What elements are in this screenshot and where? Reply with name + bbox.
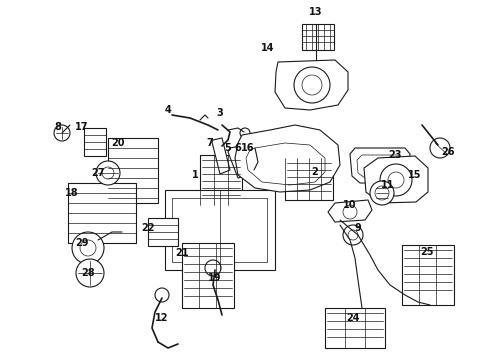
Text: 26: 26 — [441, 147, 455, 157]
Bar — [285, 158, 333, 200]
Bar — [172, 198, 267, 262]
Circle shape — [102, 167, 114, 179]
Polygon shape — [328, 200, 372, 222]
Text: 14: 14 — [261, 43, 275, 53]
Polygon shape — [364, 156, 428, 203]
Text: 8: 8 — [54, 122, 61, 132]
Circle shape — [80, 240, 96, 256]
Text: 27: 27 — [91, 168, 105, 178]
Polygon shape — [350, 148, 410, 183]
Text: 28: 28 — [81, 268, 95, 278]
Circle shape — [294, 67, 330, 103]
Polygon shape — [235, 125, 340, 192]
Text: 11: 11 — [381, 180, 395, 190]
Text: 12: 12 — [155, 313, 169, 323]
Circle shape — [343, 225, 363, 245]
Text: 25: 25 — [420, 247, 434, 257]
Polygon shape — [275, 60, 348, 110]
Polygon shape — [228, 146, 248, 178]
Text: 17: 17 — [75, 122, 89, 132]
Circle shape — [240, 128, 250, 138]
Text: 22: 22 — [141, 223, 155, 233]
Text: 10: 10 — [343, 200, 357, 210]
Circle shape — [96, 161, 120, 185]
Polygon shape — [212, 138, 230, 174]
Text: 3: 3 — [217, 108, 223, 118]
Bar — [68, 183, 136, 243]
Text: 21: 21 — [175, 248, 189, 258]
Bar — [200, 155, 242, 205]
Text: 20: 20 — [111, 138, 125, 148]
Bar — [325, 308, 385, 348]
Text: 19: 19 — [208, 273, 222, 283]
Circle shape — [302, 75, 322, 95]
Text: 16: 16 — [241, 143, 255, 153]
Polygon shape — [357, 155, 402, 178]
Text: 1: 1 — [192, 170, 198, 180]
Circle shape — [348, 230, 358, 240]
Bar — [108, 138, 158, 203]
Circle shape — [54, 125, 70, 141]
Text: 4: 4 — [165, 105, 172, 115]
Text: 23: 23 — [388, 150, 402, 160]
Text: 13: 13 — [309, 7, 323, 17]
Bar — [402, 245, 454, 305]
Circle shape — [388, 172, 404, 188]
Text: 5: 5 — [224, 143, 231, 153]
Bar — [84, 128, 106, 156]
Text: 9: 9 — [355, 223, 361, 233]
Circle shape — [430, 138, 450, 158]
Circle shape — [375, 186, 389, 200]
Circle shape — [370, 181, 394, 205]
Circle shape — [155, 288, 169, 302]
Circle shape — [72, 232, 104, 264]
Text: 6: 6 — [235, 143, 242, 153]
Circle shape — [76, 259, 104, 287]
Bar — [165, 190, 275, 270]
Text: 18: 18 — [65, 188, 79, 198]
Polygon shape — [240, 143, 260, 176]
Circle shape — [380, 164, 412, 196]
Text: 29: 29 — [75, 238, 89, 248]
Text: 2: 2 — [312, 167, 318, 177]
Circle shape — [251, 144, 259, 152]
Bar — [182, 243, 234, 308]
Polygon shape — [246, 143, 325, 185]
Text: 15: 15 — [408, 170, 422, 180]
Bar — [302, 24, 334, 50]
Bar — [148, 218, 178, 246]
Circle shape — [205, 260, 221, 276]
Text: 7: 7 — [207, 138, 213, 148]
Circle shape — [343, 205, 357, 219]
Text: 24: 24 — [346, 313, 360, 323]
